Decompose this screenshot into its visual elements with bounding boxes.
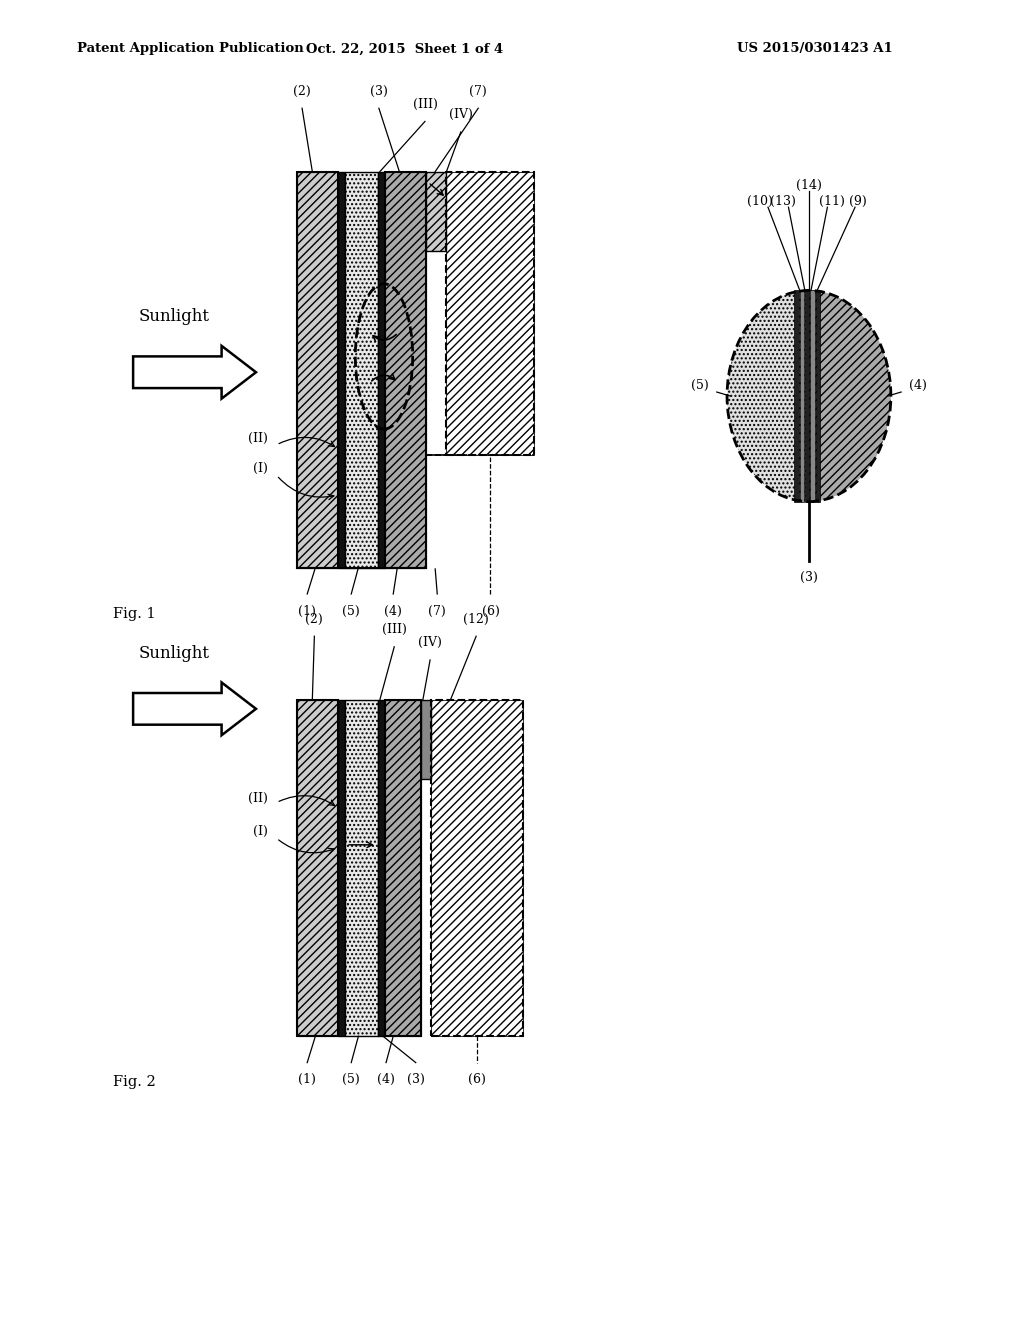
Bar: [345, 172, 378, 568]
Bar: [378, 172, 385, 568]
Text: (3): (3): [370, 84, 388, 98]
Text: (IV): (IV): [418, 636, 442, 649]
Text: (II): (II): [249, 792, 268, 805]
Bar: [431, 700, 523, 1036]
Text: Fig. 1: Fig. 1: [113, 607, 156, 620]
Text: (4): (4): [384, 605, 402, 618]
Text: (13): (13): [770, 194, 797, 207]
Bar: [385, 172, 426, 568]
Wedge shape: [727, 290, 809, 502]
Bar: [446, 172, 534, 455]
Bar: [385, 700, 421, 1036]
Text: Fig. 2: Fig. 2: [113, 1076, 156, 1089]
Text: (I): (I): [253, 462, 268, 475]
Bar: [800, 290, 804, 502]
Text: (I): (I): [253, 825, 268, 838]
Text: (6): (6): [481, 605, 500, 618]
Bar: [385, 700, 421, 1036]
Bar: [426, 455, 446, 568]
Bar: [794, 290, 799, 502]
Bar: [810, 290, 815, 502]
Text: (10): (10): [746, 194, 773, 207]
Bar: [426, 172, 446, 251]
Text: (7): (7): [469, 84, 487, 98]
Text: US 2015/0301423 A1: US 2015/0301423 A1: [737, 42, 893, 55]
Bar: [446, 172, 534, 455]
Polygon shape: [133, 346, 256, 399]
Bar: [426, 172, 446, 251]
Text: (9): (9): [849, 194, 867, 207]
Text: Sunlight: Sunlight: [138, 309, 209, 325]
Text: (7): (7): [428, 605, 446, 618]
Bar: [297, 700, 338, 1036]
Text: (5): (5): [691, 379, 709, 392]
Bar: [446, 172, 534, 455]
Wedge shape: [809, 290, 891, 502]
Bar: [816, 290, 820, 502]
Text: (1): (1): [298, 605, 316, 618]
Text: (IV): (IV): [449, 108, 473, 121]
Text: (3): (3): [800, 570, 818, 583]
Text: (11): (11): [818, 194, 845, 207]
Text: (4): (4): [909, 379, 927, 392]
Text: (II): (II): [249, 432, 268, 445]
Bar: [421, 700, 431, 779]
Text: Oct. 22, 2015  Sheet 1 of 4: Oct. 22, 2015 Sheet 1 of 4: [306, 42, 503, 55]
Text: (III): (III): [382, 623, 407, 636]
Bar: [431, 700, 523, 1036]
Bar: [431, 700, 523, 1036]
Bar: [338, 700, 345, 1036]
Bar: [297, 172, 338, 568]
Bar: [446, 172, 534, 455]
Bar: [805, 290, 809, 502]
Text: (2): (2): [305, 612, 324, 626]
Text: (2): (2): [293, 84, 311, 98]
Bar: [345, 700, 378, 1036]
Bar: [297, 700, 338, 1036]
Bar: [297, 172, 338, 568]
Text: (14): (14): [796, 178, 822, 191]
Text: (5): (5): [342, 1073, 360, 1086]
Bar: [345, 172, 378, 568]
Text: (4): (4): [377, 1073, 395, 1086]
Text: Patent Application Publication: Patent Application Publication: [77, 42, 303, 55]
Text: (3): (3): [407, 1073, 425, 1086]
Text: (6): (6): [468, 1073, 486, 1086]
Polygon shape: [133, 682, 256, 735]
Bar: [338, 172, 345, 568]
Text: (1): (1): [298, 1073, 316, 1086]
Text: Sunlight: Sunlight: [138, 645, 209, 661]
Text: (III): (III): [413, 98, 437, 111]
Bar: [345, 700, 378, 1036]
Bar: [378, 700, 385, 1036]
Text: (12): (12): [463, 612, 489, 626]
Bar: [385, 172, 426, 568]
Text: (5): (5): [342, 605, 360, 618]
